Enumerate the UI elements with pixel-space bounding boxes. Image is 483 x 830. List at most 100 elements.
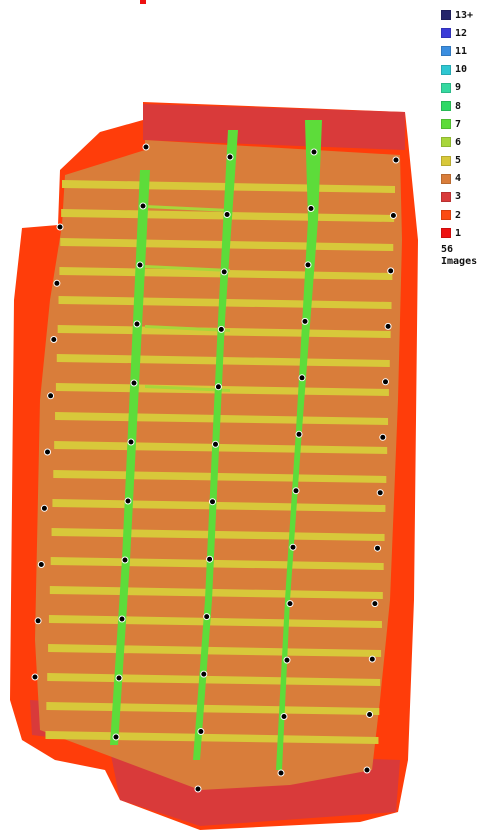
camera-position <box>277 769 285 777</box>
overlap-band <box>50 557 384 570</box>
overlap-band <box>46 702 380 715</box>
camera-position <box>209 498 216 506</box>
overlap-highlight <box>145 265 230 272</box>
camera-position <box>212 440 219 448</box>
camera-position <box>298 374 306 382</box>
legend-label: 3 <box>455 191 462 203</box>
camera-position <box>115 674 123 682</box>
legend-swatch <box>441 155 451 166</box>
legend-label: 9 <box>455 82 462 94</box>
camera-position <box>31 673 39 681</box>
camera-position <box>203 613 211 621</box>
camera-position <box>382 378 389 386</box>
camera-position <box>392 156 400 164</box>
camera-position <box>366 711 374 718</box>
camera-position <box>200 670 208 678</box>
overlap-body <box>35 140 402 790</box>
legend-swatch <box>441 46 451 57</box>
overlap-band <box>49 586 383 599</box>
camera-position <box>310 148 318 156</box>
camera-position <box>130 379 138 387</box>
overlap-strip-left <box>110 170 150 745</box>
legend-label: 8 <box>455 100 462 112</box>
overlap-band <box>54 441 388 454</box>
camera-position <box>127 438 135 446</box>
legend-item: 6 <box>441 133 483 151</box>
legend-swatch <box>441 119 451 130</box>
camera-position <box>197 728 205 735</box>
camera-position <box>389 212 397 219</box>
camera-position <box>50 336 58 343</box>
legend-swatch <box>441 28 451 39</box>
camera-position <box>124 497 132 505</box>
camera-position <box>214 383 222 391</box>
camera-position <box>307 205 315 212</box>
legend-label: 5 <box>455 155 462 167</box>
camera-position <box>44 448 51 456</box>
legend-swatch <box>441 137 451 148</box>
legend-item: 3 <box>441 188 483 206</box>
camera-position <box>34 617 42 625</box>
camera-positions <box>31 143 400 793</box>
legend-item: 5 <box>441 152 483 170</box>
legend-item: 9 <box>441 79 483 97</box>
camera-position <box>368 655 376 663</box>
camera-position <box>286 600 294 608</box>
camera-position <box>139 202 147 210</box>
overlap-strip-right <box>276 120 322 770</box>
overlap-band <box>48 615 382 628</box>
camera-position <box>206 555 214 563</box>
legend-label: 6 <box>455 136 462 148</box>
overlap-highlight <box>145 325 230 332</box>
legend-label: 1 <box>455 227 462 239</box>
overlap-band <box>45 731 379 744</box>
camera-position <box>56 223 64 231</box>
camera-position <box>283 656 291 664</box>
legend-label: 11 <box>455 45 468 57</box>
overlap-highlight <box>145 205 230 212</box>
camera-position <box>289 543 297 551</box>
legend-label: 12 <box>455 27 468 39</box>
camera-position <box>142 143 150 151</box>
legend-item: 2 <box>441 206 483 224</box>
legend-swatch <box>441 64 451 75</box>
legend-swatch <box>441 210 451 221</box>
overlap-band <box>55 412 389 425</box>
camera-position <box>226 153 234 161</box>
legend-item: 7 <box>441 115 483 133</box>
camera-position <box>292 487 300 495</box>
overlap-band <box>48 644 382 657</box>
camera-position <box>37 561 45 568</box>
legend-item: 1 <box>441 224 483 242</box>
camera-position <box>40 504 48 512</box>
camera-position <box>220 268 228 276</box>
legend-label: 7 <box>455 118 462 130</box>
legend-label: 4 <box>455 173 462 185</box>
camera-position <box>136 261 144 269</box>
overlap-band <box>51 528 385 541</box>
legend-swatch <box>441 82 451 93</box>
legend-item: 10 <box>441 61 483 79</box>
camera-position <box>112 733 120 741</box>
image-count: 56 Images <box>441 244 483 268</box>
camera-position <box>384 322 392 330</box>
camera-position <box>295 430 303 438</box>
overlap-band <box>47 673 381 686</box>
legend-swatch <box>441 191 451 202</box>
overlap-legend: 13+ 12 11 10 9 8 7 6 5 4 3 2 1 56 Images <box>441 6 483 268</box>
camera-position <box>363 766 371 774</box>
camera-position <box>379 433 387 441</box>
legend-item: 8 <box>441 97 483 115</box>
legend-swatch <box>441 173 451 184</box>
camera-position <box>387 267 395 275</box>
legend-swatch <box>441 10 451 21</box>
camera-position <box>374 544 381 552</box>
overlap-highlight <box>145 385 230 392</box>
legend-item: 11 <box>441 42 483 60</box>
camera-position <box>217 325 225 333</box>
camera-position <box>194 785 202 793</box>
legend-label: 13+ <box>455 9 474 21</box>
camera-position <box>53 279 61 287</box>
camera-position <box>371 600 379 608</box>
